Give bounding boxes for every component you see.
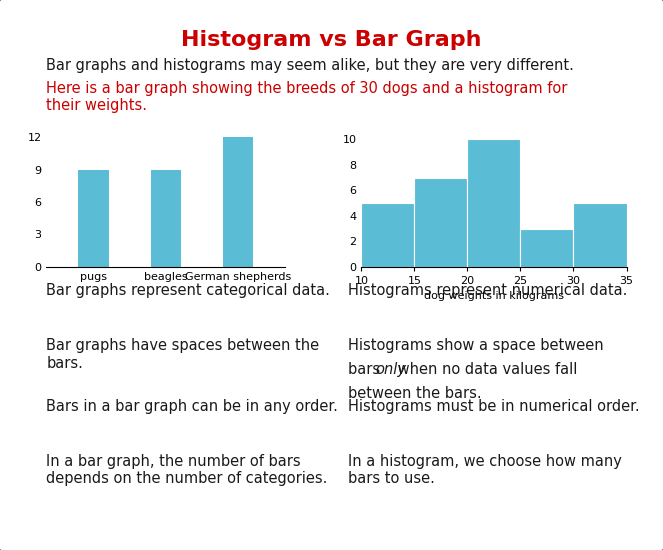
Text: Bar graphs represent categorical data.: Bar graphs represent categorical data.: [46, 283, 330, 298]
Bar: [151, 169, 181, 267]
Text: Bar graphs have spaces between the
bars.: Bar graphs have spaces between the bars.: [46, 338, 320, 371]
Bar: [414, 178, 467, 267]
Text: Histogram vs Bar Graph: Histogram vs Bar Graph: [181, 30, 482, 50]
Bar: [361, 203, 414, 267]
Bar: [573, 203, 627, 267]
Text: bars: bars: [348, 362, 385, 377]
Text: when no data values fall: when no data values fall: [393, 362, 577, 377]
Text: Bar graphs and histograms may seem alike, but they are very different.: Bar graphs and histograms may seem alike…: [46, 58, 574, 73]
Bar: [467, 139, 520, 267]
X-axis label: dog weights in kilograms: dog weights in kilograms: [424, 292, 564, 301]
Bar: [223, 138, 253, 267]
Bar: [78, 169, 109, 267]
Text: Bars in a bar graph can be in any order.: Bars in a bar graph can be in any order.: [46, 399, 338, 414]
Text: between the bars.: between the bars.: [348, 386, 482, 400]
Text: In a bar graph, the number of bars
depends on the number of categories.: In a bar graph, the number of bars depen…: [46, 454, 328, 486]
Text: Histograms show a space between: Histograms show a space between: [348, 338, 604, 353]
Text: Histograms represent numerical data.: Histograms represent numerical data.: [348, 283, 627, 298]
Text: Here is a bar graph showing the breeds of 30 dogs and a histogram for
their weig: Here is a bar graph showing the breeds o…: [46, 81, 568, 113]
Text: In a histogram, we choose how many
bars to use.: In a histogram, we choose how many bars …: [348, 454, 622, 486]
Text: only: only: [375, 362, 406, 377]
Text: Histograms must be in numerical order.: Histograms must be in numerical order.: [348, 399, 640, 414]
Bar: [520, 228, 573, 267]
